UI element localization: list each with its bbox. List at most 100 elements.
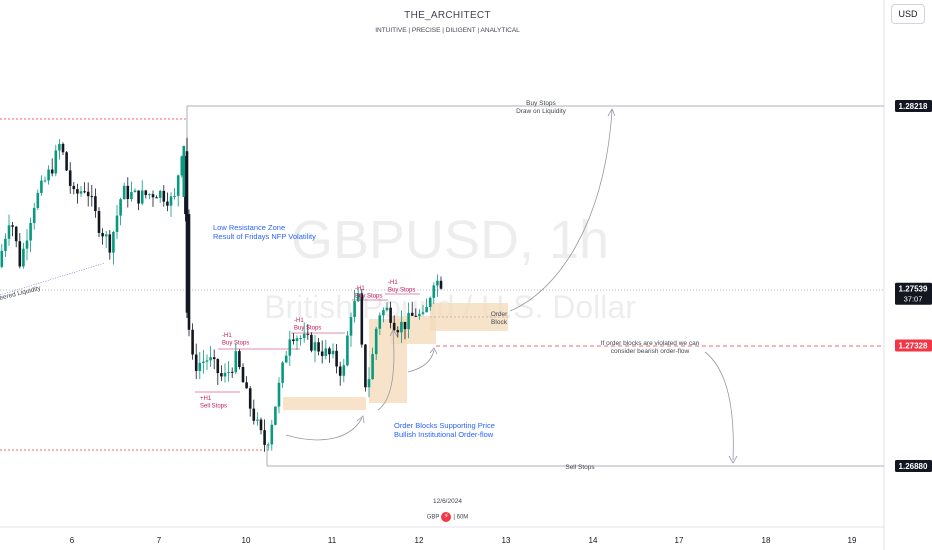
arrow-support-2 xyxy=(377,331,395,411)
candle-body xyxy=(76,189,79,194)
candle-body xyxy=(378,315,382,329)
x-tick-label: 6 xyxy=(70,536,75,545)
x-tick-label: 19 xyxy=(848,536,857,545)
arrow-support-3-head xyxy=(429,347,438,355)
candle-body xyxy=(436,280,439,286)
bolt-icon: ⚡ xyxy=(441,512,452,522)
candle-body xyxy=(295,338,299,342)
candle-body xyxy=(40,180,43,193)
price-label-badge xyxy=(895,282,932,305)
candle-body xyxy=(396,330,400,333)
candle-body xyxy=(155,197,158,199)
annotation-line: Result of Fridays NFP Volatility xyxy=(213,232,316,241)
annotation-engineered-liquidity[interactable]: eered Liquidity xyxy=(0,285,42,302)
candle-body xyxy=(0,250,4,267)
candle-body xyxy=(277,382,281,407)
candle-body xyxy=(328,348,331,355)
candle-body xyxy=(83,191,86,193)
annotation-h1-sell-stops[interactable]: +H1 Sell Stops xyxy=(200,396,227,410)
annotation-sell-stops-bottom[interactable]: Sell Stops xyxy=(565,464,595,471)
candle-body xyxy=(43,180,47,182)
annotation-low-resistance[interactable]: Low Resistance Zone Result of Fridays NFP… xyxy=(213,223,316,241)
x-tick-label: 10 xyxy=(242,536,251,545)
annotation-line: Order xyxy=(491,311,508,318)
candle-body xyxy=(94,196,97,212)
candle-body xyxy=(18,241,22,267)
candle-body xyxy=(115,215,119,232)
annotation-buy-stops-top[interactable]: Buy Stops Draw on Liquidity xyxy=(516,100,567,115)
candle-body xyxy=(151,194,155,198)
annotation-line: Sell Stops xyxy=(565,464,595,471)
candle-body xyxy=(245,382,248,389)
candle-body xyxy=(112,231,115,253)
arrow-support-2-head xyxy=(389,329,398,337)
x-tick-label: 11 xyxy=(328,536,337,545)
candle-body xyxy=(144,190,148,195)
annotation-line: Bullish Institutional Order-flow xyxy=(394,430,494,439)
x-tick-label: 12 xyxy=(415,536,424,545)
brand-tagline: INTUITIVE | PRECISE | DILIGENT | ANALYTI… xyxy=(375,27,520,34)
candle-body xyxy=(126,185,130,200)
candle-body xyxy=(22,248,25,267)
price-label-text: 1.27328 xyxy=(899,341,928,350)
candle-body xyxy=(166,201,169,206)
candle-body xyxy=(360,293,364,345)
annotations: Buy Stops Draw on Liquidity Low Resistance… xyxy=(0,100,700,471)
engineered-liquidity-line xyxy=(0,262,106,296)
arrow-support-1 xyxy=(285,417,363,441)
price-label-countdown: 37:07 xyxy=(904,295,923,304)
annotation-line: Buy Stops xyxy=(526,100,556,107)
annotation-line: +H1 xyxy=(200,396,212,402)
candle-body xyxy=(313,342,317,351)
candle-body xyxy=(281,362,284,383)
annotation-h1-buy-stops-3[interactable]: -H1 Buy Stops xyxy=(355,286,382,300)
annotation-order-blocks-support[interactable]: Order Blocks Supporting Price Bullish Ins… xyxy=(394,421,495,439)
candle-body xyxy=(79,191,83,194)
annotation-line: Order Blocks Supporting Price xyxy=(394,421,495,430)
footer-prefix: GBP xyxy=(426,514,440,521)
candle-body xyxy=(90,196,94,198)
annotation-violation-note[interactable]: If order blocks are violated we can consi… xyxy=(601,340,700,355)
time-axis[interactable]: 6 7 10 11 12 13 14 17 18 19 xyxy=(70,536,857,545)
candle-body xyxy=(252,408,256,421)
candle-body xyxy=(180,156,184,176)
candle-body xyxy=(162,190,166,202)
candle-body xyxy=(263,430,266,445)
candle-body xyxy=(47,169,50,181)
candle-body xyxy=(212,357,216,360)
candle-body xyxy=(306,333,310,335)
candle-body xyxy=(292,339,295,342)
x-tick-label: 14 xyxy=(589,536,598,545)
candle-body xyxy=(288,339,292,356)
annotation-h1-buy-stops-1[interactable]: -H1 Buy Stops xyxy=(222,333,249,347)
candle-body xyxy=(7,225,11,239)
candle-body xyxy=(58,143,61,151)
arrow-support-1-head xyxy=(356,415,365,424)
candle-body xyxy=(130,192,133,200)
candle-body xyxy=(108,234,112,253)
footer-date: 12/6/2024 xyxy=(433,498,462,505)
annotation-line: Block xyxy=(491,319,508,326)
currency-button[interactable]: USD xyxy=(891,4,925,24)
candle-body xyxy=(364,344,367,388)
candle-body xyxy=(185,151,189,313)
candle-body xyxy=(421,312,425,314)
x-tick-label: 7 xyxy=(157,536,162,545)
annotation-line: Draw on Liquidity xyxy=(516,108,567,115)
candle-body xyxy=(274,406,277,425)
arrow-support-3 xyxy=(407,349,435,373)
annotation-h1-buy-stops-2[interactable]: -H1 Buy Stops xyxy=(294,318,321,332)
candle-body xyxy=(234,351,238,373)
candle-body xyxy=(418,313,421,317)
candle-body xyxy=(356,293,360,302)
order-block-3 xyxy=(390,316,436,344)
arrow-to-buy-stops xyxy=(509,109,613,312)
annotation-h1-buy-stops-4[interactable]: -H1 Buy Stops xyxy=(388,280,415,294)
order-block-1 xyxy=(283,397,366,410)
candle-body xyxy=(342,365,346,376)
price-label-text: 1.26880 xyxy=(899,462,928,471)
annotation-order-block[interactable]: Order Block xyxy=(491,311,508,326)
candle-body xyxy=(209,357,212,361)
